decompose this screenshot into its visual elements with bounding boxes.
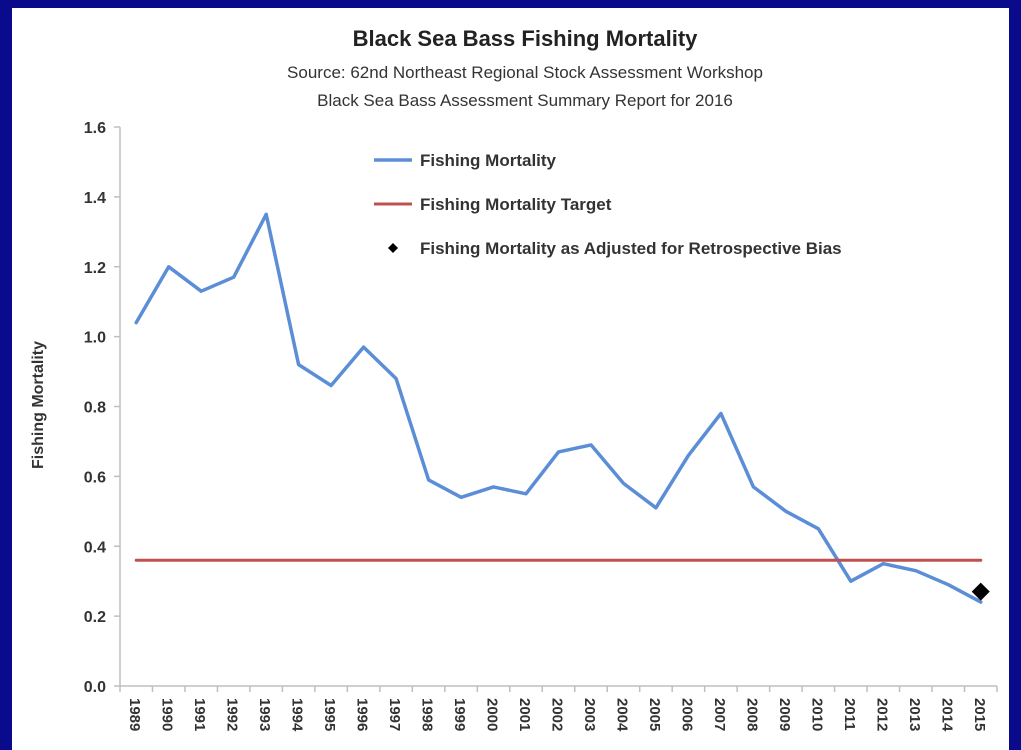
legend-swatch-adjusted-point bbox=[388, 243, 398, 253]
y-tick-label: 1.2 bbox=[84, 260, 106, 277]
fishing-mortality-chart: Black Sea Bass Fishing Mortality Source:… bbox=[30, 26, 998, 732]
retrospective-adjusted-point bbox=[971, 582, 990, 601]
chart-subtitle-line-2: Black Sea Bass Assessment Summary Report… bbox=[317, 91, 733, 110]
y-tick-label: 0.2 bbox=[84, 609, 106, 626]
x-tick-label: 2015 bbox=[971, 698, 988, 731]
x-tick-label: 2006 bbox=[678, 698, 695, 731]
x-tick-label: 1995 bbox=[321, 698, 338, 731]
fishing-mortality-line bbox=[134, 212, 983, 604]
x-tick-label: 2013 bbox=[906, 698, 923, 731]
x-tick-label: 1996 bbox=[354, 698, 371, 731]
y-tick-label: 1.6 bbox=[84, 120, 106, 137]
x-tick-label: 1990 bbox=[159, 698, 176, 731]
x-tick-label: 2000 bbox=[484, 698, 501, 731]
x-tick-label: 1992 bbox=[224, 698, 241, 731]
x-tick-label: 2014 bbox=[938, 698, 955, 732]
x-tick-labels: 1989 1990 1991 1992 1993 1994 1995 1996 1997 1998… bbox=[126, 698, 988, 732]
y-tick-label: 0.0 bbox=[84, 679, 106, 696]
legend-label: Fishing Mortality Target bbox=[420, 195, 612, 214]
x-tick-label: 1994 bbox=[289, 698, 306, 732]
x-tick-label: 2005 bbox=[646, 698, 663, 731]
axes bbox=[114, 126, 998, 692]
series-layer bbox=[134, 212, 983, 604]
x-tick-label: 2010 bbox=[808, 698, 825, 731]
x-tick-label: 2002 bbox=[549, 698, 566, 731]
x-tick-label: 1989 bbox=[126, 698, 143, 731]
x-tick-label: 2004 bbox=[613, 698, 630, 732]
legend: Fishing Mortality Fishing Mortality Targe… bbox=[374, 151, 842, 258]
chart-frame: Black Sea Bass Fishing Mortality Source:… bbox=[12, 8, 1009, 750]
y-tick-label: 0.8 bbox=[84, 400, 106, 417]
x-tick-label: 1993 bbox=[256, 698, 273, 731]
x-tick-label: 2008 bbox=[743, 698, 760, 731]
chart-subtitle-line-1: Source: 62nd Northeast Regional Stock As… bbox=[287, 63, 763, 82]
y-tick-labels: 0.0 0.2 0.4 0.6 0.8 1.0 1.2 1.4 1.6 bbox=[84, 120, 106, 696]
x-tick-label: 2011 bbox=[841, 698, 858, 731]
x-tick-label: 1998 bbox=[419, 698, 436, 731]
x-tick-label: 2009 bbox=[776, 698, 793, 731]
x-tick-label: 1999 bbox=[451, 698, 468, 731]
chart-title: Black Sea Bass Fishing Mortality bbox=[353, 26, 699, 51]
y-tick-label: 0.6 bbox=[84, 469, 106, 486]
legend-label: Fishing Mortality as Adjusted for Retros… bbox=[420, 239, 842, 258]
x-tick-label: 2003 bbox=[581, 698, 598, 731]
y-tick-label: 0.4 bbox=[84, 539, 106, 556]
y-tick-label: 1.4 bbox=[84, 190, 106, 207]
points-layer bbox=[971, 582, 990, 601]
x-tick-label: 2007 bbox=[711, 698, 728, 731]
x-tick-label: 1991 bbox=[191, 698, 208, 731]
x-tick-label: 1997 bbox=[386, 698, 403, 731]
y-tick-label: 1.0 bbox=[84, 330, 106, 347]
y-axis-label: Fishing Mortality bbox=[30, 341, 47, 469]
x-tick-label: 2001 bbox=[516, 698, 533, 731]
legend-label: Fishing Mortality bbox=[420, 151, 557, 170]
x-tick-label: 2012 bbox=[873, 698, 890, 731]
